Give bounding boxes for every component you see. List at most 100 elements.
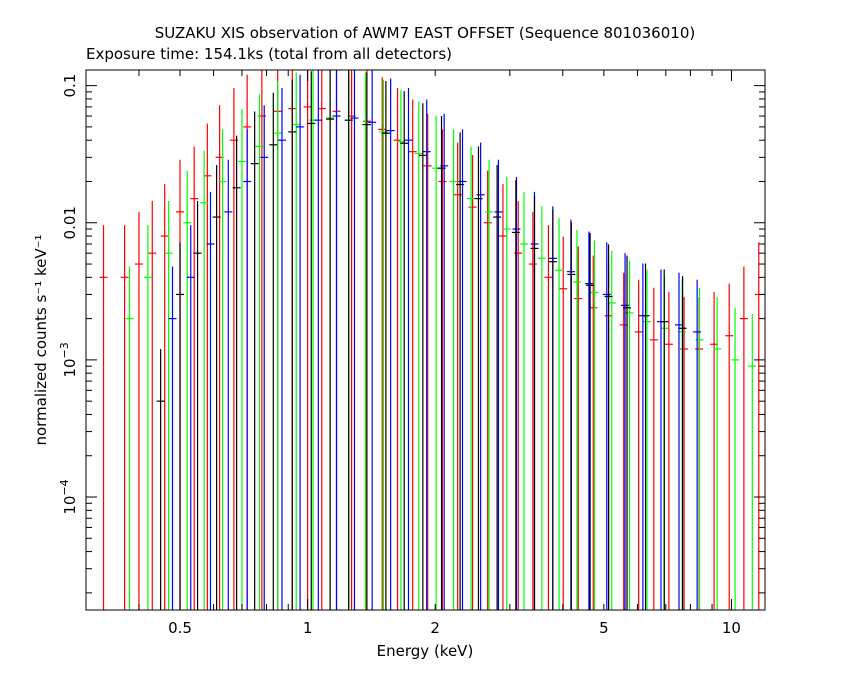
y-tick-label: 0.1	[61, 74, 79, 98]
y-tick-label: 10−3	[58, 342, 79, 377]
data-point	[725, 283, 734, 610]
data-point	[190, 146, 199, 610]
data-point	[621, 253, 630, 610]
data-point	[400, 91, 409, 610]
data-point	[378, 77, 387, 610]
data-point	[590, 240, 599, 610]
x-tick-label: 1	[303, 619, 313, 637]
data-point	[449, 129, 458, 610]
data-point	[731, 307, 740, 610]
data-point	[422, 99, 431, 610]
data-point	[344, 70, 353, 610]
data-point	[303, 70, 312, 610]
data-point	[530, 196, 539, 610]
data-point	[494, 159, 503, 610]
data-point	[467, 146, 476, 610]
data-point	[393, 88, 402, 610]
data-point	[544, 225, 553, 610]
data-point	[120, 225, 129, 610]
data-point	[456, 132, 465, 610]
data-point	[559, 236, 568, 610]
data-point	[288, 79, 297, 610]
data-point	[713, 296, 722, 610]
y-tick-label: 10−4	[58, 479, 79, 514]
data-point	[125, 266, 134, 610]
data-point	[164, 201, 173, 610]
data-point	[739, 266, 748, 610]
data-point	[160, 183, 169, 610]
data-point	[468, 154, 477, 610]
axis-ticks: 0.5 1 2 5 10 0.1 0.01 10−3 10−4	[58, 70, 765, 637]
data-point	[273, 81, 282, 610]
data-point	[572, 229, 581, 610]
data-point	[502, 176, 511, 610]
data-point	[260, 105, 269, 610]
data-point	[642, 269, 651, 610]
data-point	[134, 211, 143, 610]
data-point	[224, 159, 233, 610]
data-point	[602, 242, 611, 610]
data-point	[255, 94, 264, 610]
series-1	[125, 70, 757, 610]
data-point	[584, 231, 593, 610]
data-point	[143, 225, 152, 610]
data-point	[483, 170, 492, 610]
data-point	[326, 70, 335, 610]
data-point	[317, 70, 326, 610]
x-tick-label: 5	[599, 619, 609, 637]
data-point	[237, 109, 246, 610]
data-point	[292, 72, 301, 610]
data-point	[386, 78, 395, 610]
data-point	[493, 164, 502, 610]
data-point	[404, 88, 413, 610]
data-point	[314, 70, 323, 610]
data-point	[511, 180, 520, 610]
data-point	[307, 71, 316, 610]
data-point	[586, 233, 595, 610]
data-point	[277, 88, 286, 610]
data-point	[604, 244, 613, 610]
data-point	[396, 89, 405, 610]
data-point	[269, 92, 278, 610]
data-layer	[99, 70, 763, 610]
data-point	[498, 183, 507, 610]
data-point	[623, 255, 632, 610]
data-point	[748, 314, 757, 610]
series-2	[168, 70, 702, 610]
data-point	[296, 74, 305, 610]
chart-subtitle: Exposure time: 154.1ks (total from all d…	[86, 45, 452, 63]
data-point	[664, 292, 673, 610]
x-tick-label: 10	[722, 619, 741, 637]
data-point	[332, 70, 341, 610]
data-point	[362, 72, 371, 610]
data-point	[476, 142, 485, 610]
y-tick-label: 0.01	[61, 206, 79, 239]
data-point	[680, 296, 689, 610]
data-point	[641, 263, 650, 610]
data-point	[186, 225, 195, 610]
data-point	[183, 170, 192, 610]
plot-frame	[85, 69, 766, 611]
data-point	[381, 81, 390, 610]
data-point	[212, 164, 221, 610]
data-point	[519, 191, 528, 610]
series-0	[99, 70, 763, 610]
data-point	[206, 191, 215, 610]
data-point	[437, 116, 446, 610]
data-point	[619, 272, 628, 610]
data-point	[634, 279, 643, 610]
data-point	[693, 279, 702, 610]
data-point	[567, 222, 576, 610]
x-axis-label: Energy (keV)	[377, 642, 474, 660]
data-point	[555, 218, 564, 610]
data-point	[485, 159, 494, 610]
data-point	[660, 269, 669, 610]
data-point	[232, 135, 241, 610]
data-point	[574, 246, 583, 610]
data-point	[678, 276, 687, 610]
x-tick-label: 2	[430, 619, 440, 637]
data-point	[368, 70, 377, 610]
data-point	[423, 113, 432, 610]
data-point	[432, 116, 441, 610]
